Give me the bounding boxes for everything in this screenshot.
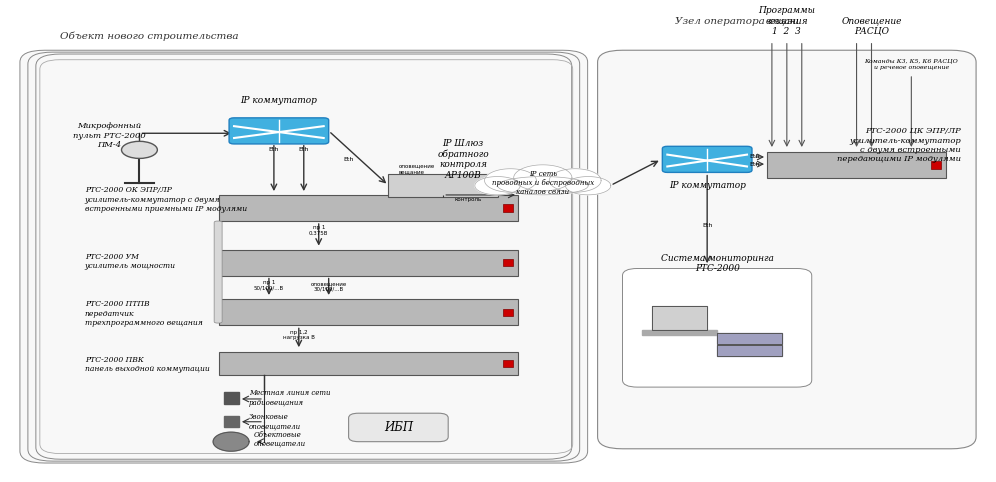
Polygon shape [475,176,520,195]
FancyBboxPatch shape [503,204,513,212]
FancyBboxPatch shape [767,152,946,178]
FancyBboxPatch shape [36,54,572,459]
FancyBboxPatch shape [662,147,752,173]
Polygon shape [717,333,782,345]
FancyBboxPatch shape [229,118,329,144]
Text: IP коммутатор: IP коммутатор [668,181,746,190]
FancyBboxPatch shape [622,268,812,387]
Text: Система мониторинга
РТС-2000: Система мониторинга РТС-2000 [660,254,774,273]
Text: Узел оператора связи: Узел оператора связи [675,17,799,26]
Polygon shape [642,330,717,335]
Text: Оповещение
РАСЦО: Оповещение РАСЦО [842,16,901,36]
Circle shape [122,141,157,159]
Polygon shape [213,432,249,451]
Text: IP Шлюз
обратного
контроля
АР100В: IP Шлюз обратного контроля АР100В [437,139,489,180]
Polygon shape [224,415,239,428]
Text: Eth: Eth [749,155,759,160]
Polygon shape [485,169,537,192]
Text: пр 1
0.375В: пр 1 0.375В [309,225,329,236]
Text: Объектовые
оповещатели: Объектовые оповещатели [254,431,306,448]
Text: РТС-2000 ПВК
панель выходной коммутации: РТС-2000 ПВК панель выходной коммутации [85,356,209,373]
Text: РТС-2000 УМ
усилитель мощности: РТС-2000 УМ усилитель мощности [85,253,175,270]
FancyBboxPatch shape [931,161,941,169]
Text: Eth: Eth [702,223,712,228]
Text: Eth: Eth [749,161,759,167]
FancyBboxPatch shape [219,351,518,375]
Text: Программы
вещания
1  2  3: Программы вещания 1 2 3 [758,6,816,36]
FancyBboxPatch shape [503,259,513,267]
Polygon shape [717,346,782,356]
FancyBboxPatch shape [219,299,518,325]
Polygon shape [224,392,239,404]
FancyBboxPatch shape [349,413,448,442]
Text: ИБП: ИБП [383,421,413,434]
FancyBboxPatch shape [20,50,588,463]
FancyBboxPatch shape [503,308,513,316]
Text: РТС-2000 ЦК ЭПР/ЛР
усилитель-коммутатор
с двумя встроенными
передающими IP модул: РТС-2000 ЦК ЭПР/ЛР усилитель-коммутатор … [838,127,961,163]
Text: IP коммутатор: IP коммутатор [240,96,318,105]
Text: пр 1
50/100/...В: пр 1 50/100/...В [254,280,284,291]
FancyBboxPatch shape [483,182,493,189]
FancyBboxPatch shape [388,174,498,197]
Text: контроль: контроль [454,197,482,202]
FancyBboxPatch shape [28,52,580,461]
Text: РТС-2000 ОК ЭПР/ЛР
усилитель-коммутатор с двумя
встроенными приемными IP модулям: РТС-2000 ОК ЭПР/ЛР усилитель-коммутатор … [85,187,247,213]
Text: пр 1,2
нагрузка В: пр 1,2 нагрузка В [283,330,315,340]
Text: Микрофонный
пульт РТС-2000
ПМ-4: Микрофонный пульт РТС-2000 ПМ-4 [73,122,146,149]
Polygon shape [498,176,589,195]
Text: Eth: Eth [269,147,279,152]
Text: IP сеть
проводных и беспроводных
каналов связи: IP сеть проводных и беспроводных каналов… [492,170,594,196]
Text: Eth: Eth [299,147,309,152]
Text: Команды К3, К5, К6 РАСЦО
и речевое оповещение: Команды К3, К5, К6 РАСЦО и речевое опове… [865,59,958,70]
Text: Объект нового строительства: Объект нового строительства [60,31,239,41]
Polygon shape [550,169,602,192]
Text: Звонковые
оповещатели: Звонковые оповещатели [249,413,301,430]
FancyBboxPatch shape [219,250,518,276]
Text: оповещение
вещание: оповещение вещание [398,163,434,174]
FancyBboxPatch shape [219,195,518,221]
FancyBboxPatch shape [214,221,222,323]
Text: Местная линия сети
радиовещания: Местная линия сети радиовещания [249,389,331,407]
FancyBboxPatch shape [598,50,976,449]
Text: РТС-2000 ПТПВ
передатчик
трехпрограммного вещания: РТС-2000 ПТПВ передатчик трехпрограммног… [85,300,202,327]
Text: Eth: Eth [344,157,354,162]
FancyBboxPatch shape [503,360,513,367]
Text: оповещение
30/100/...В: оповещение 30/100/...В [311,281,347,292]
Polygon shape [652,307,707,330]
Polygon shape [514,165,572,191]
Polygon shape [566,176,611,195]
